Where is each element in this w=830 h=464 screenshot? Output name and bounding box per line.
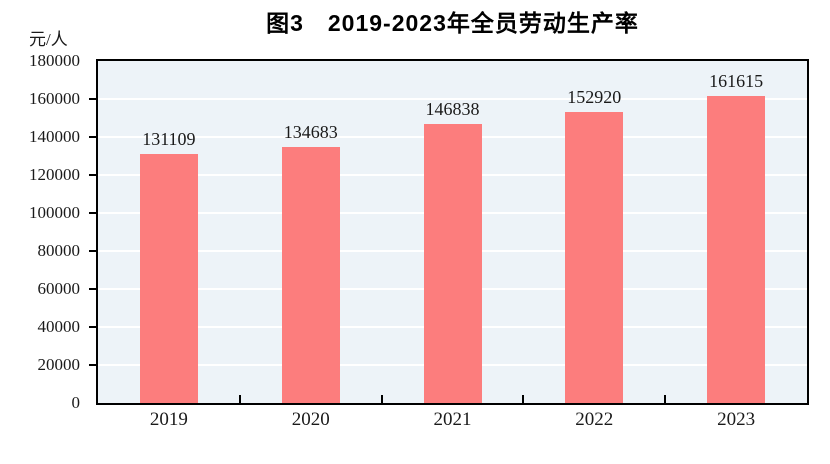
plot-area: 131109 134683 146838 152920 161615 (89, 59, 809, 405)
x-tick-label: 2019 (149, 409, 188, 430)
y-tick-label: 160000 (29, 89, 80, 108)
y-tick-label: 140000 (29, 127, 80, 146)
bar-2020 (281, 147, 340, 403)
y-axis-unit-label: 元/人 (29, 30, 68, 49)
x-tick-label: 2022 (575, 409, 614, 430)
gridline (98, 98, 807, 100)
bar-value-label: 161615 (709, 70, 764, 91)
y-axis: 0 20000 40000 60000 80000 100000 120000 140000 1… (0, 0, 80, 464)
x-axis-tick (664, 395, 667, 403)
y-tick-label: 120000 (29, 165, 80, 184)
bar-2019 (139, 153, 198, 403)
y-axis-tick (89, 174, 96, 176)
y-axis-tick (89, 326, 96, 328)
y-axis-tick (89, 364, 96, 366)
x-tick-label: 2020 (291, 409, 330, 430)
bar-value-label: 152920 (567, 87, 622, 108)
x-axis-tick (380, 395, 383, 403)
y-axis-tick (89, 250, 96, 252)
bar-value-label: 134683 (283, 122, 338, 143)
x-tick-label: 2023 (717, 409, 756, 430)
y-tick-label: 80000 (37, 241, 81, 260)
y-axis-tick (89, 288, 96, 290)
y-tick-label: 180000 (29, 51, 80, 70)
x-axis-tick (522, 395, 525, 403)
y-axis-tick (89, 212, 96, 214)
y-axis-tick (89, 136, 96, 138)
x-axis-tick (238, 395, 241, 403)
y-tick-label: 60000 (37, 279, 81, 298)
bar-value-label: 131109 (142, 128, 196, 149)
bar-2023 (707, 95, 766, 403)
chart-title: 图3 2019-2023年全员劳动生产率 (266, 10, 639, 36)
y-tick-label: 0 (71, 393, 81, 412)
bar-value-label: 146838 (425, 99, 480, 120)
bar-2022 (565, 112, 624, 403)
y-axis-tick (89, 98, 96, 100)
x-tick-label: 2021 (433, 409, 472, 430)
y-tick-label: 40000 (37, 317, 81, 336)
y-tick-label: 100000 (29, 203, 80, 222)
bar-2021 (423, 124, 482, 403)
y-tick-label: 20000 (37, 355, 81, 374)
